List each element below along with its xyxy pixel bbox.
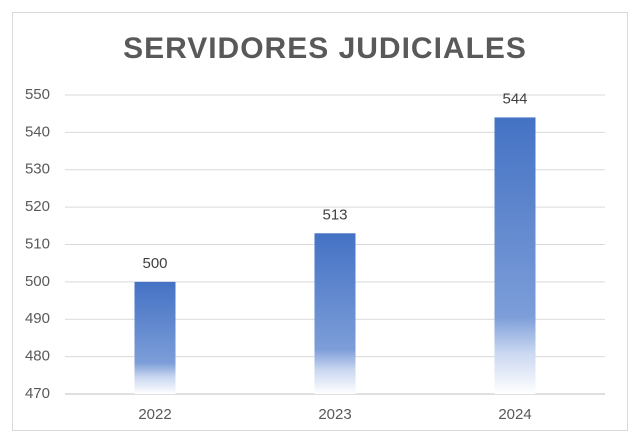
data-label: 544 xyxy=(502,90,527,107)
y-tick-label: 530 xyxy=(25,161,50,178)
y-tick-label: 500 xyxy=(25,273,50,290)
bar xyxy=(134,281,176,394)
bar xyxy=(314,233,356,394)
y-tick-label: 480 xyxy=(25,348,50,365)
y-tick-label: 510 xyxy=(25,235,50,252)
y-tick-label: 520 xyxy=(25,198,50,215)
x-tick-label: 2022 xyxy=(138,406,171,423)
x-tick-label: 2024 xyxy=(498,406,531,423)
y-tick-label: 470 xyxy=(25,385,50,402)
chart-title: SERVIDORES JUDICIALES xyxy=(123,32,527,65)
data-label: 513 xyxy=(322,206,347,223)
y-tick-label: 490 xyxy=(25,310,50,327)
x-tick-label: 2023 xyxy=(318,406,351,423)
y-tick-label: 550 xyxy=(25,86,50,103)
bar xyxy=(494,117,536,395)
y-tick-label: 540 xyxy=(25,123,50,140)
data-label: 500 xyxy=(142,255,167,272)
